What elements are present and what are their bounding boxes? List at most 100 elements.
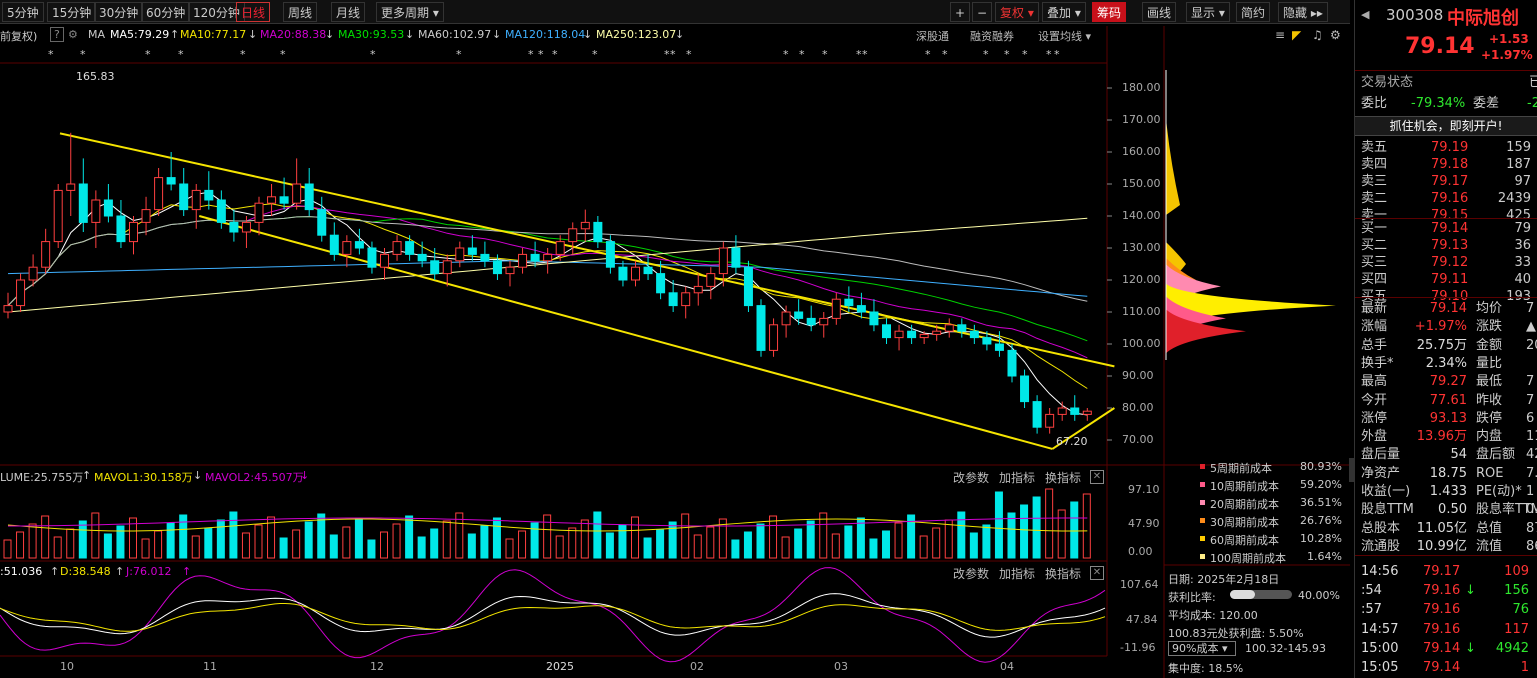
event-marker-star[interactable]: * <box>240 48 246 61</box>
event-marker-star[interactable]: * <box>592 48 598 61</box>
back-arrow-icon[interactable]: ◀ <box>1361 8 1370 21</box>
price-chart[interactable] <box>0 0 1350 678</box>
period-120min[interactable]: 120分钟 <box>188 2 245 22</box>
candle-body <box>743 266 753 307</box>
event-marker-star[interactable]: * <box>538 48 544 61</box>
volume-bar <box>342 526 351 559</box>
bell-icon[interactable]: ♫ <box>1312 28 1323 42</box>
event-marker-star[interactable]: * <box>370 48 376 61</box>
open-account-banner[interactable]: 抓住机会，即刻开户! <box>1355 116 1537 136</box>
zoom-in-button[interactable]: + <box>950 2 970 22</box>
event-marker-star[interactable]: * <box>856 48 862 61</box>
bids-level: 买四 <box>1361 272 1388 287</box>
draw-line-button[interactable]: 画线 <box>1142 2 1177 22</box>
bids-row[interactable]: 买一 79.14 79 <box>1361 219 1537 238</box>
volume-switch-indicator-button[interactable]: 换指标 <box>1045 471 1082 485</box>
asks-row[interactable]: 卖四 79.18 187 <box>1361 155 1537 174</box>
flag-icon[interactable]: ◤ <box>1292 28 1302 42</box>
margin-trading-button[interactable]: 融资融券 <box>970 30 1014 43</box>
asks-row[interactable]: 卖二 79.16 2439 <box>1361 189 1537 208</box>
down-arrow-icon: ↓ <box>405 28 415 41</box>
volume-bar <box>103 533 112 559</box>
period-monthly[interactable]: 月线 <box>331 2 366 22</box>
panel-collapse-handle[interactable] <box>1349 458 1354 482</box>
event-marker-star[interactable]: * <box>686 48 692 61</box>
order-diff-label: 委差 <box>1473 96 1500 111</box>
gear-icon[interactable]: ⚙ <box>68 28 78 41</box>
period-daily[interactable]: 日线 <box>236 2 271 22</box>
event-marker-star[interactable]: * <box>280 48 286 61</box>
event-marker-star[interactable]: * <box>1046 48 1052 61</box>
event-marker-star[interactable]: * <box>1004 48 1010 61</box>
stat-value: 11.05亿 <box>1416 520 1467 536</box>
ma5-value: MA5:79.29 <box>110 28 170 41</box>
display-dropdown[interactable]: 显示 ▾ <box>1186 2 1230 22</box>
volume-bar <box>869 538 878 559</box>
volume-edit-params-button[interactable]: 改参数 <box>953 471 990 485</box>
candle-body <box>681 292 691 307</box>
event-marker-star[interactable]: * <box>942 48 948 61</box>
help-icon[interactable]: ? <box>50 27 64 42</box>
event-marker-star[interactable]: * <box>1054 48 1060 61</box>
event-marker-star[interactable]: * <box>799 48 805 61</box>
event-marker-star[interactable]: * <box>664 48 670 61</box>
period-30min[interactable]: 30分钟 <box>94 2 144 22</box>
event-marker-star[interactable]: * <box>145 48 151 61</box>
chips-button[interactable]: 筹码 <box>1092 2 1127 22</box>
event-marker-star[interactable]: * <box>552 48 558 61</box>
period-5min[interactable]: 5分钟 <box>2 2 44 22</box>
stat-value-2: 869 <box>1526 538 1537 554</box>
stat-label: 总手 <box>1361 337 1388 353</box>
bids-row[interactable]: 买二 79.13 36 <box>1361 236 1537 255</box>
cost-range-select[interactable]: 90%成本 ▾ <box>1168 641 1236 656</box>
asks-row[interactable]: 卖一 79.15 425 <box>1361 206 1537 225</box>
event-marker-star[interactable]: * <box>528 48 534 61</box>
settings-gear-icon[interactable]: ⚙ <box>1330 28 1341 42</box>
shenguotong-button[interactable]: 深股通 <box>916 30 949 43</box>
event-marker-star[interactable]: * <box>983 48 989 61</box>
event-marker-star[interactable]: * <box>178 48 184 61</box>
event-marker-star[interactable]: * <box>862 48 868 61</box>
kdj-add-indicator-button[interactable]: 加指标 <box>999 567 1036 581</box>
volume-add-indicator-button[interactable]: 加指标 <box>999 471 1036 485</box>
legend-name: 60周期前成本 <box>1210 534 1279 547</box>
hide-panel-button[interactable]: 隐藏 ▸▸ <box>1278 2 1328 22</box>
overlay-dropdown[interactable]: 叠加 ▾ <box>1042 2 1086 22</box>
kdj-edit-params-button[interactable]: 改参数 <box>953 567 990 581</box>
set-ma-dropdown[interactable]: 设置均线 ▾ <box>1038 30 1092 43</box>
asks-row[interactable]: 卖三 79.17 97 <box>1361 172 1537 191</box>
simple-mode-button[interactable]: 简约 <box>1236 2 1271 22</box>
bids-row[interactable]: 买三 79.12 33 <box>1361 253 1537 272</box>
tick-time: :57 <box>1361 602 1382 618</box>
asks-row[interactable]: 卖五 79.19 159 <box>1361 138 1537 157</box>
bids-row[interactable]: 买四 79.11 40 <box>1361 270 1537 289</box>
event-marker-star[interactable]: * <box>822 48 828 61</box>
event-marker-star[interactable]: * <box>1022 48 1028 61</box>
kdj-switch-indicator-button[interactable]: 换指标 <box>1045 567 1082 581</box>
cost-date: 日期: 2025年2月18日 <box>1168 573 1280 586</box>
volume-axis-mid: 47.90 <box>1128 517 1160 530</box>
zoom-out-button[interactable]: − <box>972 2 992 22</box>
bids-row[interactable]: 买五 79.10 193 <box>1361 287 1537 306</box>
event-marker-star[interactable]: * <box>925 48 931 61</box>
period-weekly[interactable]: 周线 <box>283 2 318 22</box>
legend-value: 36.51% <box>1300 496 1342 509</box>
volume-close-icon[interactable]: ✕ <box>1090 470 1104 484</box>
candle-body <box>919 333 929 339</box>
list-icon[interactable]: ≡ <box>1275 28 1286 42</box>
fuquan-dropdown[interactable]: 复权 ▾ <box>995 2 1039 22</box>
candle-body <box>693 285 703 294</box>
period-60min[interactable]: 60分钟 <box>141 2 191 22</box>
event-marker-star[interactable]: * <box>456 48 462 61</box>
kdj-close-icon[interactable]: ✕ <box>1090 566 1104 580</box>
candle-body <box>342 241 352 255</box>
event-marker-star[interactable]: * <box>80 48 86 61</box>
event-marker-star[interactable]: * <box>48 48 54 61</box>
volume-bar <box>392 523 401 559</box>
candle-body <box>668 292 678 307</box>
event-marker-star[interactable]: * <box>670 48 676 61</box>
kdj-header: :51.036 ↑ D:38.548 ↑ J:76.012 ↑ <box>0 565 1105 581</box>
period-more-dropdown[interactable]: 更多周期 ▾ <box>376 2 444 22</box>
period-15min[interactable]: 15分钟 <box>47 2 97 22</box>
event-marker-star[interactable]: * <box>783 48 789 61</box>
